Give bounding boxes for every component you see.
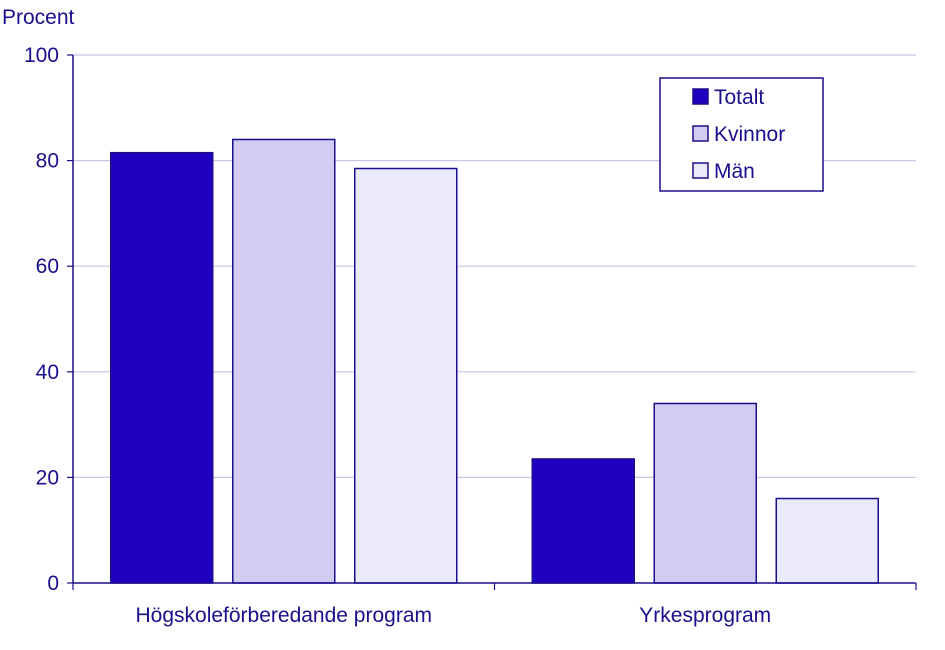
bar-kvinnor-0 bbox=[232, 138, 336, 584]
y-tick-label: 40 bbox=[36, 361, 59, 384]
legend-swatch-kvinnor bbox=[692, 125, 709, 142]
legend-label-kvinnor: Kvinnor bbox=[714, 123, 785, 146]
bar-män-1 bbox=[775, 497, 879, 584]
legend-box bbox=[659, 77, 824, 192]
y-tick-label: 80 bbox=[36, 150, 59, 173]
x-tick-label: Yrkesprogram bbox=[639, 604, 771, 627]
bar-män-0 bbox=[354, 167, 458, 584]
legend: Totalt Kvinnor Män bbox=[659, 77, 824, 192]
y-axis-ticks: 0 20 40 60 80 100 bbox=[24, 44, 73, 595]
x-tick-label: Högskoleförberedande program bbox=[135, 604, 432, 627]
bar-totalt-0 bbox=[110, 151, 214, 584]
y-tick-label: 100 bbox=[24, 44, 59, 67]
legend-label-totalt: Totalt bbox=[714, 86, 764, 109]
y-axis-label: Procent bbox=[2, 6, 75, 29]
x-axis-ticks: Högskoleförberedande program Yrkesprogram bbox=[72, 583, 917, 627]
bar-totalt-1 bbox=[531, 458, 635, 584]
bars bbox=[110, 138, 879, 584]
y-tick-label: 0 bbox=[47, 572, 59, 595]
legend-swatch-män bbox=[692, 162, 709, 179]
legend-swatch-totalt bbox=[692, 88, 709, 105]
y-tick-label: 20 bbox=[36, 466, 59, 489]
y-tick-label: 60 bbox=[36, 255, 59, 278]
legend-label-män: Män bbox=[714, 160, 755, 183]
bar-kvinnor-1 bbox=[653, 402, 757, 584]
